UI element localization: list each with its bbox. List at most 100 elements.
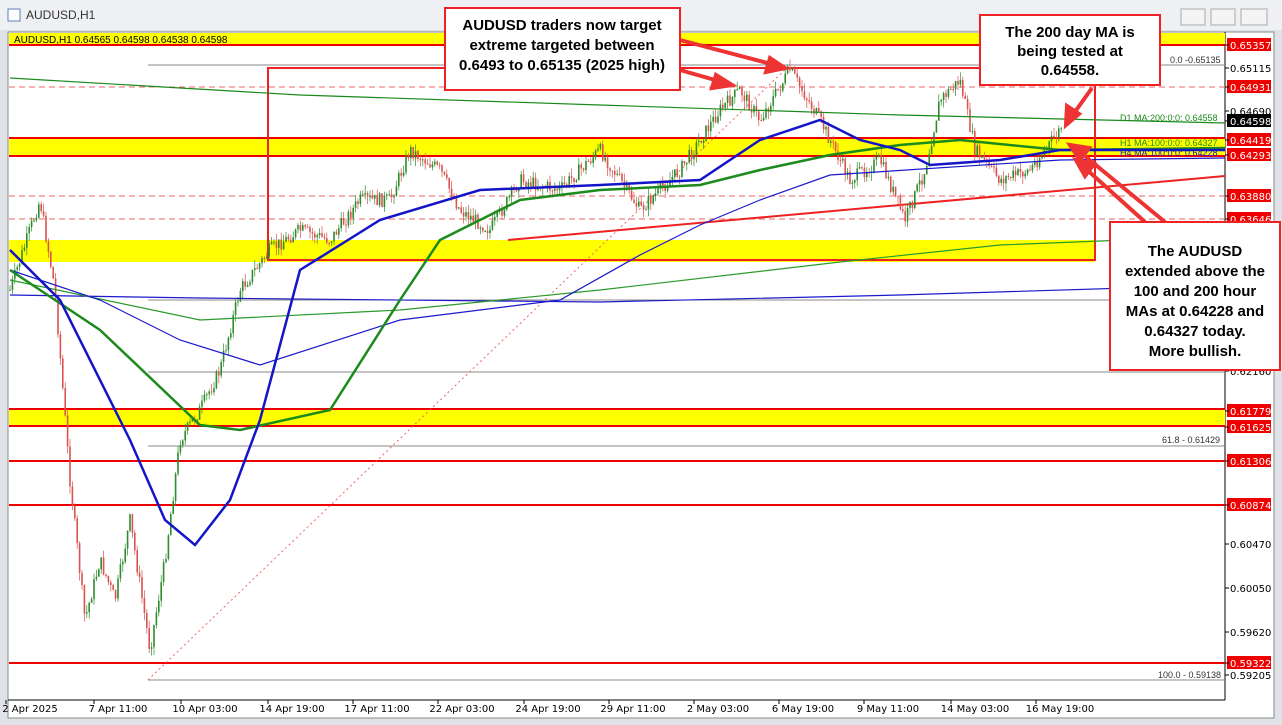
candle-body — [141, 577, 143, 598]
candle-body — [309, 227, 311, 233]
candle-body — [66, 415, 69, 447]
candle-body — [369, 196, 371, 198]
close-button[interactable] — [1240, 8, 1268, 26]
candle-body — [273, 241, 275, 243]
candle-body — [57, 296, 59, 335]
candle-body — [40, 204, 42, 212]
candle-body — [614, 171, 616, 175]
annotation-text: 0.6493 to 0.65135 (2025 high) — [459, 57, 665, 74]
candle-body — [1055, 137, 1058, 139]
price-label: 0.62160 — [1230, 367, 1271, 378]
candle-body — [1031, 165, 1034, 171]
candle-body — [945, 93, 947, 97]
candle-body — [724, 102, 726, 108]
candle-body — [1014, 170, 1017, 176]
candle-body — [839, 159, 842, 161]
candle-body — [508, 196, 510, 198]
candle-body — [566, 184, 568, 186]
candle-body — [153, 625, 155, 648]
candle-body — [897, 195, 899, 197]
time-label: 7 Apr 11:00 — [89, 704, 148, 715]
candle-body — [21, 250, 23, 264]
candle-body — [441, 165, 443, 172]
candle-body — [261, 257, 263, 264]
candle-body — [530, 182, 532, 187]
candle-body — [705, 125, 707, 141]
candle-body — [959, 79, 962, 85]
candle-body — [364, 193, 366, 195]
candle-body — [11, 279, 14, 290]
candle-body — [38, 204, 40, 218]
candle-body — [45, 215, 47, 242]
time-axis: 2 Apr 2025 7 Apr 11:00 10 Apr 03:00 14 Apr … — [2, 700, 1094, 715]
candle-body — [210, 391, 213, 393]
candle-body — [174, 473, 177, 501]
candle-body — [506, 196, 508, 210]
candle-body — [640, 201, 642, 206]
candle-body — [138, 572, 141, 578]
maximize-button[interactable] — [1210, 8, 1236, 26]
candle-body — [875, 156, 878, 160]
candle-body — [254, 268, 256, 270]
candle-body — [131, 514, 134, 533]
candle-body — [983, 155, 986, 160]
price-label: 0.65115 — [1230, 64, 1271, 75]
candle-body — [30, 220, 33, 228]
candle-body — [786, 67, 789, 74]
candle-body — [342, 218, 345, 225]
candle-body — [990, 165, 993, 167]
candle-body — [628, 183, 630, 191]
candle-body — [892, 186, 894, 192]
candle-body — [50, 251, 52, 267]
candle-body — [496, 211, 498, 217]
candle-body — [702, 140, 705, 144]
candle-body — [395, 186, 398, 197]
candle-body — [904, 211, 906, 222]
candle-body — [33, 220, 35, 222]
candle-body — [182, 440, 184, 446]
candle-body — [1050, 135, 1053, 142]
candle-body — [616, 173, 618, 175]
candle-body — [52, 266, 54, 279]
candle-body — [846, 171, 849, 175]
candle-body — [546, 181, 549, 188]
candle-body — [568, 176, 570, 185]
candle-body — [246, 284, 249, 287]
candle-body — [503, 209, 506, 216]
candle-body — [376, 194, 378, 206]
candle-body — [803, 91, 806, 99]
chart-area — [7, 31, 1275, 719]
candle-body — [712, 116, 714, 122]
candle-body — [894, 186, 897, 196]
candle-body — [974, 131, 976, 156]
minimize-button[interactable] — [1180, 8, 1206, 26]
price-label: 0.60874 — [1230, 501, 1271, 512]
candle-body — [813, 108, 815, 114]
candle-body — [434, 161, 436, 165]
candle-body — [837, 150, 839, 160]
annotation-text: AUDUSD traders now target — [462, 17, 661, 34]
candle-body — [302, 225, 304, 231]
candle-body — [758, 111, 760, 121]
candle-body — [347, 211, 350, 226]
candle-body — [167, 535, 170, 559]
candle-body — [126, 530, 129, 549]
candle-body — [638, 201, 640, 207]
candle-body — [902, 209, 904, 212]
annotation-text: being tested at — [1017, 43, 1123, 60]
candle-body — [208, 391, 210, 395]
price-tag — [1227, 148, 1271, 161]
candle-body — [100, 557, 102, 570]
candle-body — [23, 247, 26, 251]
candle-body — [90, 599, 93, 603]
candle-body — [532, 177, 534, 187]
annotation-text: 0.64558. — [1041, 62, 1099, 79]
candle-body — [782, 83, 784, 91]
candle-body — [446, 174, 448, 178]
candle-body — [177, 452, 179, 474]
candle-body — [86, 612, 88, 614]
candle-body — [858, 167, 861, 169]
candle-body — [366, 193, 369, 197]
candle-body — [234, 302, 237, 315]
